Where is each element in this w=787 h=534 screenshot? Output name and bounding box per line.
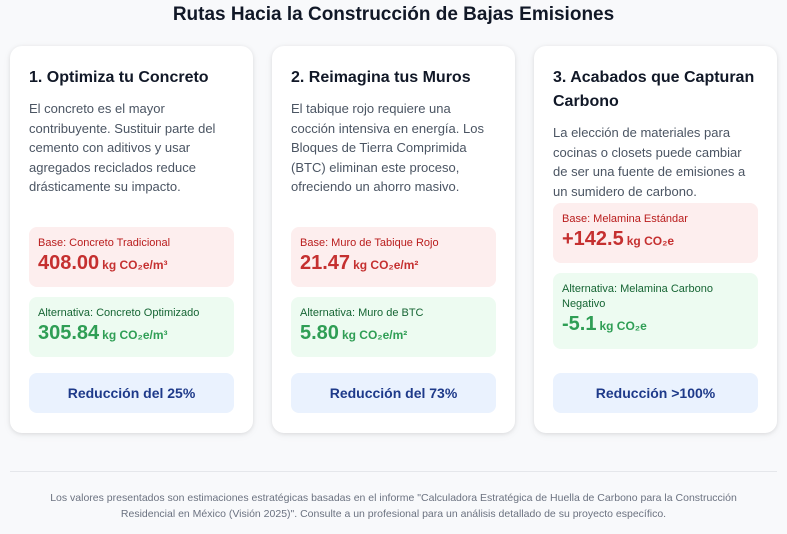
card-description: El concreto es el mayor contribuyente. S…: [29, 101, 216, 194]
page-title: Rutas Hacia la Construcción de Bajas Emi…: [172, 4, 615, 25]
alternative-metric: Alternativa: Muro de BTC 5.80 kg CO₂e/m²: [291, 297, 496, 357]
base-label: Base: Muro de Tabique Rojo: [300, 237, 439, 249]
alternative-value: -5.1: [562, 313, 597, 335]
alternative-metric: Alternativa: Concreto Optimizado 305.84 k…: [29, 297, 234, 357]
alternative-label: Alternativa: Muro de BTC: [300, 307, 424, 319]
alternative-unit: kg CO₂e/m²: [341, 328, 408, 342]
reduction-badge: Reducción del 73%: [291, 373, 496, 413]
card-description: El tabique rojo requiere una cocción int…: [291, 101, 484, 194]
strategy-cards: 1. Optimiza tu Concreto El concreto es e…: [10, 46, 777, 433]
card-finishes: 3. Acabados que Capturan Carbono La elec…: [534, 46, 777, 433]
reduction-badge: Reducción del 25%: [29, 373, 234, 413]
base-metric: Base: Concreto Tradicional 408.00 kg CO₂e…: [29, 227, 234, 287]
card-walls: 2. Reimagina tus Muros El tabique rojo r…: [272, 46, 515, 433]
base-unit: kg CO₂e/m³: [102, 258, 168, 272]
card-description: La elección de materiales para cocinas o…: [553, 125, 746, 199]
card-title: 2. Reimagina tus Muros: [291, 69, 471, 86]
alternative-value: 5.80: [300, 322, 339, 344]
alternative-label: Alternativa: Concreto Optimizado: [38, 307, 200, 319]
card-concrete: 1. Optimiza tu Concreto El concreto es e…: [10, 46, 253, 433]
footer-divider: [10, 471, 777, 472]
footer-note: Los valores presentados son estimaciones…: [50, 492, 737, 520]
card-title: 3. Acabados que Capturan Carbono: [553, 69, 755, 110]
alternative-metric: Alternativa: Melamina Carbono Negativo -…: [553, 273, 758, 349]
base-label: Base: Melamina Estándar: [562, 213, 688, 225]
base-unit: kg CO₂e/m²: [353, 258, 419, 272]
base-value: 21.47: [300, 252, 351, 274]
base-value: 408.00: [38, 252, 100, 274]
card-title: 1. Optimiza tu Concreto: [29, 69, 209, 86]
alternative-unit: kg CO₂e: [599, 319, 647, 333]
base-unit: kg CO₂e: [626, 234, 675, 248]
base-label: Base: Concreto Tradicional: [38, 237, 171, 249]
alternative-label: Alternativa: Melamina Carbono Negativo: [562, 283, 714, 310]
reduction-badge: Reducción >100%: [553, 373, 758, 413]
alternative-value: 305.84: [38, 322, 100, 344]
base-metric: Base: Muro de Tabique Rojo 21.47 kg CO₂e/…: [291, 227, 496, 287]
base-metric: Base: Melamina Estándar +142.5 kg CO₂e: [553, 203, 758, 263]
alternative-unit: kg CO₂e/m³: [102, 328, 168, 342]
base-value: +142.5: [562, 228, 624, 250]
